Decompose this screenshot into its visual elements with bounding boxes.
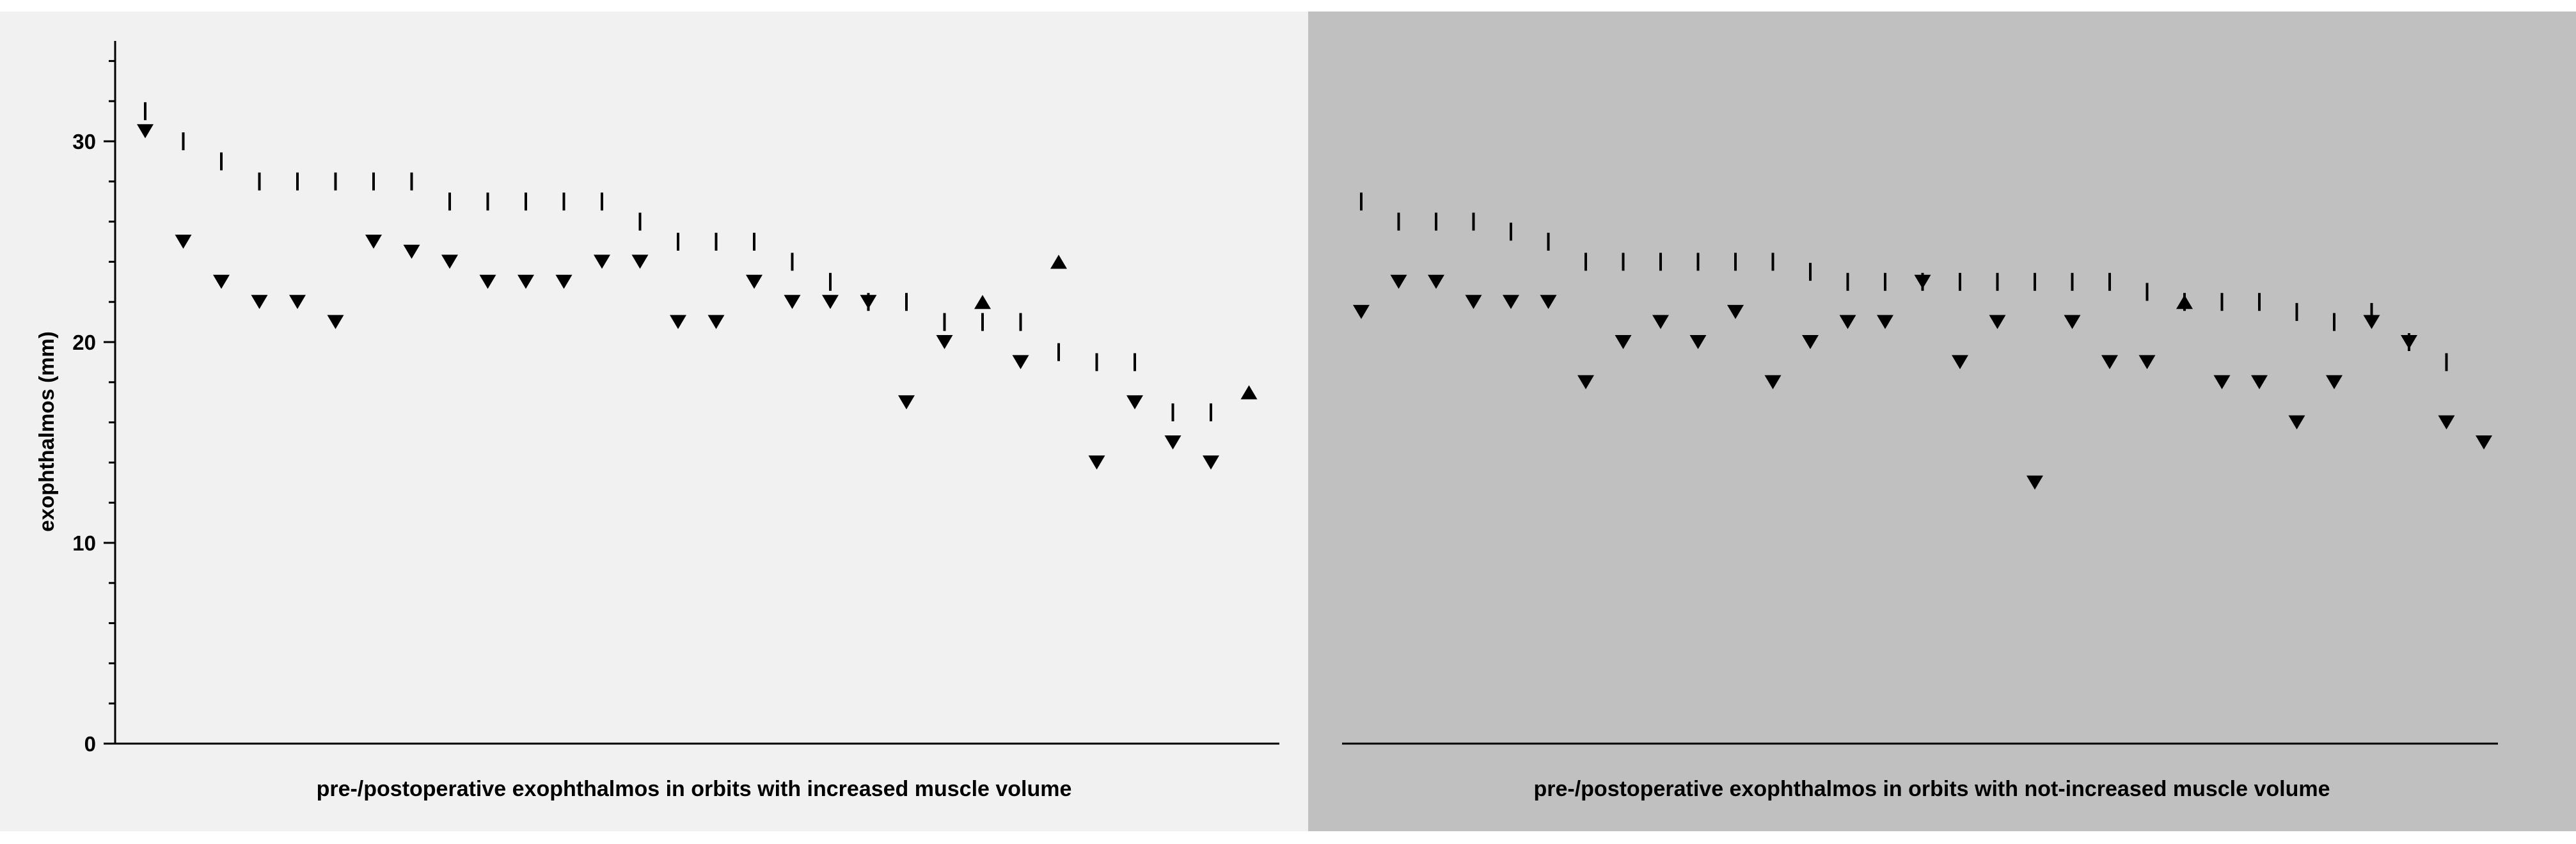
y-tick-label: 20 — [72, 331, 96, 354]
post-op-triangle-down-marker — [898, 395, 915, 410]
post-op-triangle-down-marker — [479, 274, 496, 289]
post-op-triangle-up-marker — [1050, 254, 1067, 269]
post-op-triangle-down-marker — [1914, 274, 1931, 289]
post-op-triangle-down-marker — [2213, 375, 2231, 389]
y-tick-label: 10 — [72, 531, 96, 555]
post-op-triangle-down-marker — [137, 124, 154, 139]
post-op-triangle-down-marker — [1577, 375, 1594, 389]
post-op-triangle-down-marker — [1952, 355, 1968, 370]
post-op-triangle-down-marker — [555, 274, 573, 289]
post-op-triangle-down-marker — [2064, 315, 2081, 329]
post-op-triangle-down-marker — [860, 295, 877, 309]
post-op-triangle-down-marker — [365, 235, 382, 249]
post-op-triangle-down-marker — [1390, 274, 1407, 289]
post-op-triangle-down-marker — [2027, 475, 2043, 490]
post-op-triangle-down-marker — [1802, 335, 1819, 349]
post-op-triangle-down-marker — [441, 254, 458, 269]
y-tick-label: 0 — [84, 732, 96, 756]
chart-marks — [137, 102, 2492, 490]
post-op-triangle-down-marker — [670, 315, 686, 329]
post-op-triangle-down-marker — [1503, 295, 1519, 309]
post-op-triangle-down-marker — [251, 295, 268, 309]
post-op-triangle-up-marker — [974, 295, 991, 309]
post-op-triangle-down-marker — [175, 235, 192, 249]
post-op-triangle-down-marker — [2288, 415, 2305, 430]
post-op-triangle-up-marker — [1240, 385, 1258, 400]
post-op-triangle-down-marker — [2101, 355, 2118, 370]
post-op-triangle-down-marker — [2476, 435, 2492, 449]
post-op-triangle-down-marker — [2138, 355, 2156, 370]
post-op-triangle-up-marker — [2176, 295, 2193, 309]
post-op-triangle-down-marker — [1465, 295, 1482, 309]
post-op-triangle-down-marker — [2363, 315, 2380, 329]
post-op-triangle-down-marker — [1164, 435, 1181, 449]
y-axis-label: exophthalmos (mm) — [35, 331, 58, 532]
post-op-triangle-down-marker — [1877, 315, 1893, 329]
y-tick-label: 30 — [72, 130, 96, 153]
post-op-triangle-down-marker — [2251, 375, 2268, 389]
left-panel-caption: pre-/postoperative exophthalmos in orbit… — [317, 777, 1072, 801]
post-op-triangle-down-marker — [707, 315, 725, 329]
post-op-triangle-down-marker — [1126, 395, 1143, 410]
post-op-triangle-down-marker — [2438, 415, 2455, 430]
post-op-triangle-down-marker — [822, 295, 839, 309]
post-op-triangle-down-marker — [1989, 315, 2006, 329]
post-op-triangle-down-marker — [2326, 375, 2343, 389]
post-op-triangle-down-marker — [1540, 295, 1557, 309]
post-op-triangle-down-marker — [1652, 315, 1669, 329]
post-op-triangle-down-marker — [1615, 335, 1632, 349]
post-op-triangle-down-marker — [1727, 304, 1744, 319]
post-op-triangle-down-marker — [327, 315, 344, 329]
post-op-triangle-down-marker — [403, 244, 420, 259]
post-op-triangle-down-marker — [518, 274, 534, 289]
post-op-triangle-down-marker — [746, 274, 763, 289]
right-panel-background — [1308, 12, 2576, 831]
post-op-triangle-down-marker — [2401, 335, 2417, 349]
post-op-triangle-down-marker — [1428, 274, 1444, 289]
post-op-triangle-down-marker — [1353, 304, 1370, 319]
post-op-triangle-down-marker — [631, 254, 649, 269]
post-op-triangle-down-marker — [1203, 455, 1219, 470]
post-op-triangle-down-marker — [936, 335, 953, 349]
right-panel-caption: pre-/postoperative exophthalmos in orbit… — [1533, 777, 2330, 801]
post-op-triangle-down-marker — [1088, 455, 1105, 470]
axes: 0 10 20 30 — [72, 41, 2498, 756]
post-op-triangle-down-marker — [289, 295, 306, 309]
post-op-triangle-down-marker — [784, 295, 801, 309]
post-op-triangle-down-marker — [1839, 315, 1856, 329]
post-op-triangle-down-marker — [594, 254, 610, 269]
post-op-triangle-down-marker — [1689, 335, 1707, 349]
left-panel-background — [0, 12, 1308, 831]
post-op-triangle-down-marker — [1012, 355, 1029, 370]
post-op-triangle-down-marker — [1764, 375, 1782, 389]
post-op-triangle-down-marker — [213, 274, 230, 289]
